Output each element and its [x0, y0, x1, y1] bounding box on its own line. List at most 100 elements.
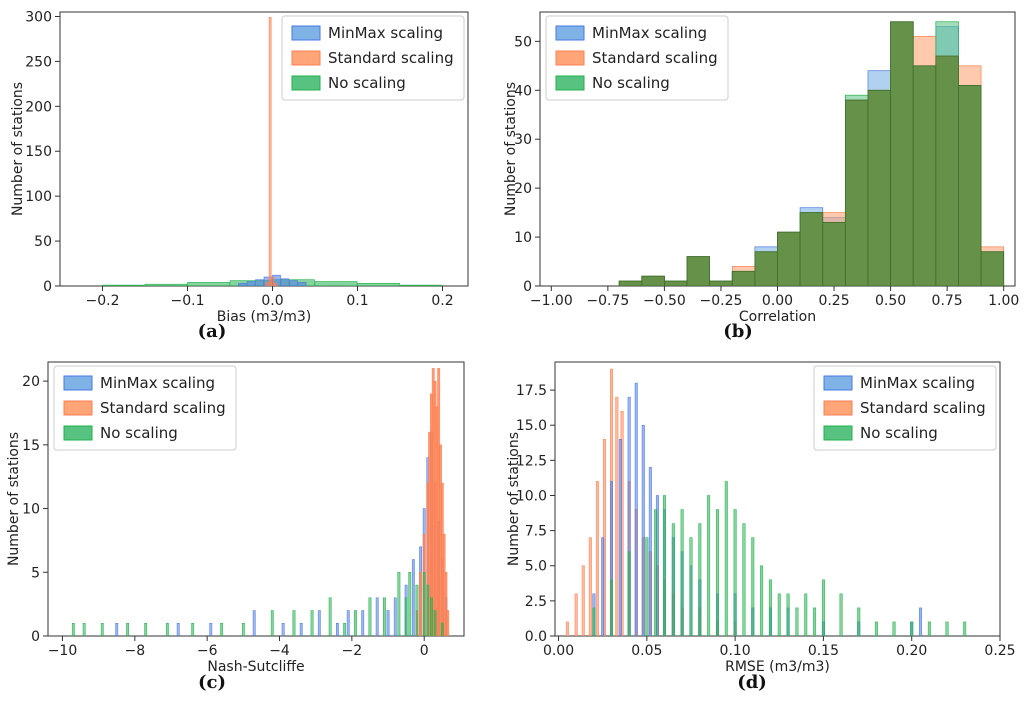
y-tick-label: 20: [514, 181, 532, 197]
y-tick-label: 0: [523, 279, 532, 295]
bar-standard: [615, 396, 619, 636]
bar-noscale: [627, 551, 631, 636]
bar-standard: [265, 282, 269, 286]
bar-minmax: [919, 607, 923, 636]
bar-standard: [446, 610, 450, 636]
bar-minmax: [627, 396, 631, 636]
legend-label: No scaling: [328, 74, 406, 92]
bar-noscale: [645, 537, 649, 636]
bar-standard: [574, 593, 578, 636]
x-axis-label: Correlation: [739, 309, 816, 325]
x-tick-label: 0.1: [346, 293, 368, 309]
x-tick-label: −0.25: [699, 293, 742, 309]
bar-noscale: [751, 537, 755, 636]
bar-noscale: [100, 623, 104, 636]
x-tick-label: −1.00: [530, 293, 573, 309]
bar-noscale: [813, 607, 817, 636]
bar-minmax: [375, 597, 379, 636]
x-tick-label: −0.1: [171, 293, 205, 309]
legend-swatch-noscale: [823, 425, 853, 441]
x-tick-label: −0.75: [586, 293, 629, 309]
bar-noscale: [191, 623, 195, 636]
y-tick-label: 0: [31, 629, 40, 645]
x-tick-label: 0.15: [808, 643, 839, 659]
bar-standard: [565, 621, 569, 636]
panel-caption: (b): [723, 321, 753, 342]
bar-noscale: [839, 593, 843, 636]
y-tick-label: 7.5: [525, 524, 547, 540]
bar-noscale: [945, 621, 949, 636]
y-tick-label: 2.5: [525, 594, 547, 610]
bar-minmax: [299, 623, 303, 636]
bar-minmax: [641, 424, 645, 636]
x-tick-label: 0.05: [631, 643, 662, 659]
y-tick-label: 20: [22, 374, 40, 390]
x-axis-label: RMSE (m3/m3): [725, 659, 830, 675]
x-tick-label: 0.00: [762, 293, 793, 309]
bar-noscale: [671, 523, 675, 636]
y-tick-label: 12.5: [516, 453, 547, 469]
bar-noscale: [102, 284, 145, 286]
bar-noscale: [804, 593, 808, 636]
bar-noscale: [610, 579, 613, 636]
bar-noscale: [433, 610, 437, 636]
bar-noscale: [698, 523, 702, 636]
bar-minmax: [634, 382, 638, 636]
bar-noscale: [742, 523, 746, 636]
legend: MinMax scaling Standard scaling No scaling: [545, 15, 729, 101]
y-tick-label: 10.0: [516, 488, 547, 504]
legend-swatch-standard: [823, 400, 853, 416]
legend-box: [813, 365, 997, 451]
y-axis-label: Number of stations: [10, 82, 26, 216]
y-tick-label: 50: [34, 234, 52, 250]
bar-noscale: [927, 621, 931, 636]
y-tick-label: 150: [25, 144, 52, 160]
bar-standard: [419, 572, 422, 636]
x-tick-label: 0.10: [720, 643, 751, 659]
y-axis-label: Number of stations: [506, 432, 522, 566]
bar-noscale: [328, 597, 332, 636]
legend-swatch-minmax: [63, 375, 93, 391]
bar-minmax: [297, 282, 307, 286]
y-axis-label: Number of stations: [6, 432, 22, 566]
bar-noscale: [910, 621, 914, 636]
y-tick-label: 50: [514, 34, 532, 50]
y-tick-label: 0: [43, 279, 52, 295]
bar-standard: [444, 572, 448, 636]
x-tick-label: 0.50: [875, 293, 906, 309]
bar-minmax: [280, 278, 290, 286]
bars-group: [565, 368, 967, 636]
y-tick-label: 100: [25, 189, 52, 205]
bar-minmax: [648, 467, 652, 636]
bar-noscale: [292, 610, 296, 636]
x-tick-label: 0.25: [818, 293, 849, 309]
bar-noscale: [165, 623, 169, 636]
bar-noscale: [795, 607, 799, 636]
bar-noscale: [415, 584, 419, 636]
bar-noscale: [354, 610, 357, 636]
bar-noscale: [786, 593, 790, 636]
bar-standard: [271, 276, 274, 286]
bar-noscale: [314, 281, 358, 286]
y-tick-label: 200: [25, 99, 52, 115]
x-tick-label: 0.20: [896, 643, 927, 659]
bar-minmax: [115, 623, 119, 636]
bar-standard: [595, 481, 599, 636]
y-tick-label: 10: [514, 230, 532, 246]
y-tick-label: 15.0: [516, 418, 547, 434]
bar-minmax: [246, 281, 256, 286]
bar-minmax: [289, 280, 298, 286]
legend-swatch-minmax: [555, 25, 585, 41]
x-tick-label: 0.00: [543, 643, 574, 659]
bar-noscale: [662, 495, 666, 636]
bar-overlap: [618, 280, 643, 286]
x-tick-label: −0.2: [86, 293, 120, 309]
y-axis-label: Number of stations: [503, 82, 519, 216]
legend-label: No scaling: [100, 424, 178, 442]
bar-noscale: [680, 509, 684, 636]
bar-noscale: [892, 621, 896, 636]
legend-label: MinMax scaling: [328, 24, 443, 42]
x-tick-label: 0.75: [932, 293, 963, 309]
x-tick-label: 0.25: [984, 643, 1015, 659]
y-tick-label: 5: [31, 565, 40, 581]
